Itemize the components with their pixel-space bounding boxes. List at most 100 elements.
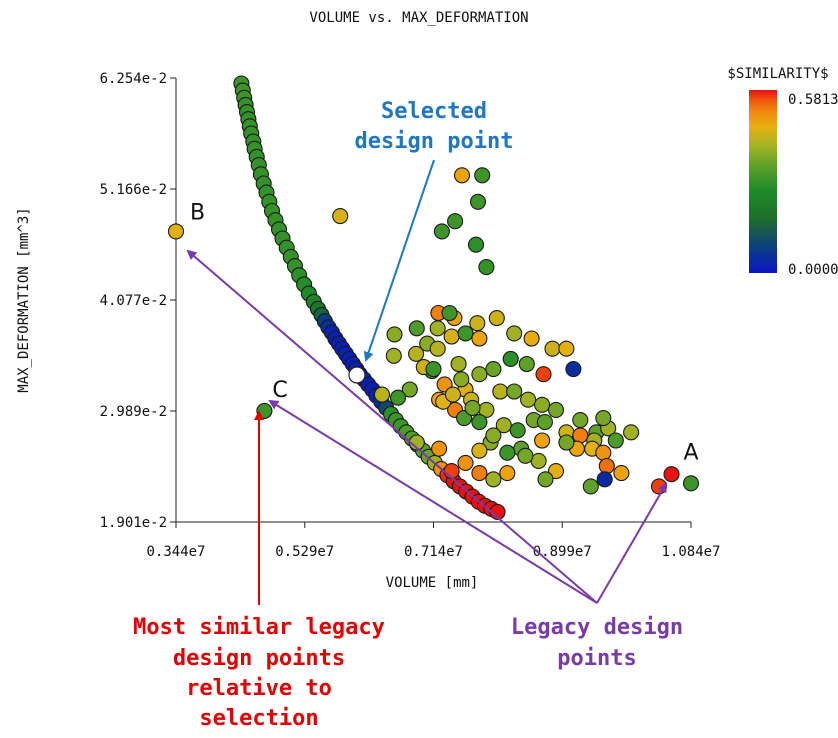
x-tick-label: 1.084e7 bbox=[661, 544, 720, 560]
data-point bbox=[450, 355, 467, 373]
data-point bbox=[565, 361, 582, 378]
data-point bbox=[499, 444, 516, 461]
data-point bbox=[485, 361, 502, 378]
x-tick-label: 0.344e7 bbox=[146, 544, 205, 560]
y-tick-label: 5.166e-2 bbox=[100, 182, 167, 198]
data-point bbox=[534, 432, 551, 449]
data-point bbox=[572, 412, 589, 429]
x-axis-ticks: 0.344e7 0.529e7 0.714e7 0.899e7 1.084e7 bbox=[146, 522, 721, 560]
data-point bbox=[544, 340, 561, 357]
data-point bbox=[471, 442, 488, 459]
data-point bbox=[492, 383, 509, 400]
data-point bbox=[429, 340, 446, 357]
data-point bbox=[534, 396, 551, 413]
data-point bbox=[572, 427, 589, 444]
data-point bbox=[613, 465, 630, 482]
selected-arrow bbox=[363, 159, 435, 362]
data-point bbox=[433, 223, 450, 240]
data-point bbox=[453, 371, 470, 388]
point-label-c: C bbox=[272, 378, 287, 403]
legacy-arrow-c bbox=[268, 399, 598, 604]
data-point bbox=[332, 208, 349, 225]
data-point bbox=[623, 424, 640, 441]
data-point bbox=[682, 475, 700, 492]
y-axis-ticks: 1.901e-2 2.989e-2 4.077e-2 5.166e-2 6.254e-2 bbox=[100, 71, 176, 531]
data-point bbox=[517, 447, 534, 464]
data-point bbox=[485, 427, 502, 444]
data-points bbox=[167, 75, 700, 520]
data-point bbox=[471, 414, 488, 431]
data-point bbox=[167, 223, 185, 240]
chart-title: VOLUME vs. MAX_DEFORMATION bbox=[309, 10, 528, 26]
data-point bbox=[408, 345, 425, 362]
y-axis-label: MAX_DEFORMATION [mm^3] bbox=[16, 207, 32, 392]
data-point bbox=[471, 366, 488, 383]
data-point bbox=[469, 193, 487, 210]
selected-annotation-line-1: Selected bbox=[381, 99, 487, 124]
data-point bbox=[595, 410, 612, 427]
data-point bbox=[389, 389, 407, 406]
y-tick-label: 6.254e-2 bbox=[100, 71, 167, 87]
data-point bbox=[464, 399, 481, 416]
data-point bbox=[547, 463, 565, 480]
x-axis-label: VOLUME [mm] bbox=[386, 575, 479, 591]
data-point bbox=[523, 330, 540, 347]
data-point bbox=[373, 386, 391, 403]
data-point bbox=[478, 259, 495, 276]
x-tick-label: 0.899e7 bbox=[533, 544, 592, 560]
data-point bbox=[558, 340, 575, 357]
data-point bbox=[429, 320, 446, 337]
point-label-a: A bbox=[683, 440, 698, 465]
data-point bbox=[582, 478, 599, 495]
legacy-arrow-b bbox=[186, 249, 598, 604]
data-point bbox=[595, 444, 612, 461]
data-point bbox=[535, 366, 552, 383]
data-point bbox=[520, 391, 537, 408]
data-point bbox=[469, 315, 486, 332]
data-point bbox=[499, 465, 516, 482]
colorbar bbox=[749, 90, 777, 273]
data-point bbox=[509, 422, 526, 439]
data-point bbox=[558, 434, 575, 451]
data-point bbox=[536, 414, 553, 431]
data-point bbox=[385, 347, 402, 364]
y-tick-label: 2.989e-2 bbox=[100, 404, 167, 420]
data-point bbox=[441, 304, 458, 322]
selected-point-marker bbox=[348, 366, 366, 384]
data-point bbox=[518, 355, 535, 373]
data-point bbox=[506, 383, 523, 400]
similar-annotation-line-4: selection bbox=[199, 706, 318, 731]
data-point bbox=[401, 381, 418, 398]
data-point bbox=[607, 432, 624, 449]
data-point bbox=[598, 457, 615, 475]
x-tick-label: 0.714e7 bbox=[404, 544, 463, 560]
legacy-annotation-line-1: Legacy design bbox=[511, 615, 683, 640]
data-point bbox=[663, 466, 680, 483]
data-point bbox=[457, 454, 474, 471]
x-tick-label: 0.529e7 bbox=[275, 544, 334, 560]
data-point bbox=[467, 236, 485, 253]
data-point bbox=[431, 440, 448, 457]
point-label-b: B bbox=[190, 200, 205, 225]
data-point bbox=[447, 213, 464, 230]
data-point bbox=[506, 325, 523, 342]
y-tick-label: 4.077e-2 bbox=[100, 293, 167, 309]
data-point bbox=[547, 401, 565, 418]
data-point bbox=[408, 320, 425, 337]
data-point bbox=[471, 330, 488, 347]
point-labels: A B C bbox=[190, 200, 699, 465]
data-point bbox=[495, 417, 512, 434]
data-point bbox=[596, 471, 613, 488]
data-point bbox=[444, 386, 462, 403]
y-tick-label: 1.901e-2 bbox=[100, 515, 167, 531]
legacy-arrow-a bbox=[596, 482, 668, 604]
data-point bbox=[425, 361, 442, 378]
similar-annotation-line-1: Most similar legacy bbox=[133, 615, 385, 640]
colorbar-title: $SIMILARITY$ bbox=[727, 66, 828, 82]
data-point bbox=[485, 471, 502, 488]
data-point bbox=[502, 350, 519, 367]
colorbar-min-label: 0.0000 bbox=[788, 262, 838, 278]
legacy-annotation-line-2: points bbox=[557, 646, 636, 671]
